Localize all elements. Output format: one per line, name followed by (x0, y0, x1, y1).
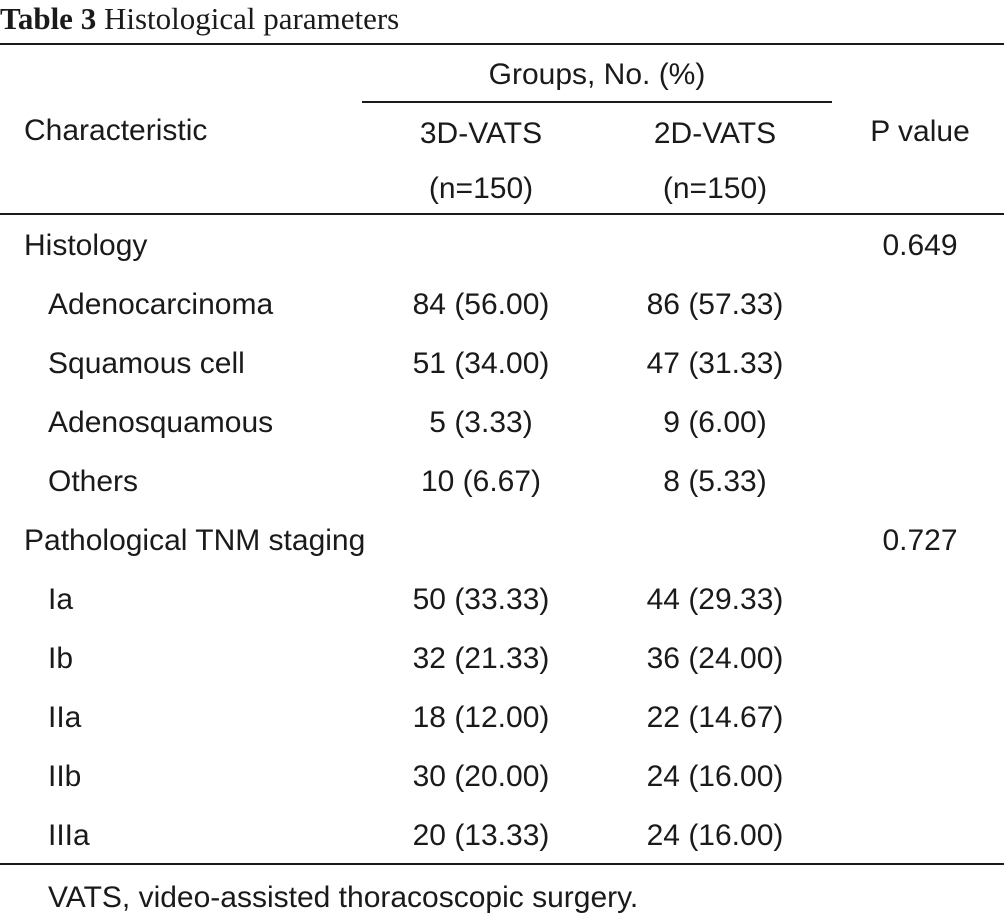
header-2d-n: (n=150) (662, 172, 768, 205)
header-groups: Groups, No. (%) (488, 58, 706, 91)
row-label: Adenosquamous (48, 406, 274, 439)
section-title: Pathological TNM staging (24, 524, 366, 557)
row-value-2d-vats: 36 (24.00) (646, 642, 784, 675)
row-value-3d-vats: 84 (56.00) (412, 288, 550, 321)
section-p-value: 0.649 (882, 229, 958, 262)
row-value-3d-vats: 10 (6.67) (420, 465, 542, 498)
groups-underline (362, 101, 832, 103)
row-value-3d-vats: 51 (34.00) (412, 347, 550, 380)
header-p-value: P value (870, 115, 970, 148)
row-value-2d-vats: 44 (29.33) (646, 583, 784, 616)
row-label: IIb (48, 760, 82, 793)
row-value-2d-vats: 9 (6.00) (663, 406, 767, 439)
row-value-3d-vats: 50 (33.33) (412, 583, 550, 616)
header-2d-vats: 2D-VATS (653, 117, 777, 150)
table-caption: Table 3 Histological parameters (0, 2, 399, 36)
row-value-3d-vats: 32 (21.33) (412, 642, 550, 675)
row-value-2d-vats: 24 (16.00) (646, 760, 784, 793)
bottom-rule (0, 863, 1004, 865)
table-footnote: VATS, video-assisted thoracoscopic surge… (48, 881, 639, 914)
section-title: Histology (24, 229, 148, 262)
row-label: Others (48, 465, 139, 498)
row-value-2d-vats: 47 (31.33) (646, 347, 784, 380)
row-value-2d-vats: 86 (57.33) (646, 288, 784, 321)
header-3d-vats: 3D-VATS (419, 117, 543, 150)
row-value-2d-vats: 22 (14.67) (646, 701, 784, 734)
row-value-3d-vats: 5 (3.33) (429, 406, 533, 439)
header-characteristic: Characteristic (24, 114, 208, 147)
section-p-value: 0.727 (882, 524, 958, 557)
row-value-2d-vats: 8 (5.33) (663, 465, 767, 498)
row-label: Ia (48, 583, 74, 616)
row-label: Ib (48, 642, 74, 675)
table-title: Histological parameters (103, 1, 400, 36)
row-label: IIa (48, 701, 82, 734)
table-number: Table 3 (0, 1, 97, 36)
row-label: Adenocarcinoma (48, 288, 274, 321)
top-rule (0, 43, 1004, 45)
row-value-3d-vats: 20 (13.33) (412, 819, 550, 852)
header-3d-n: (n=150) (428, 172, 534, 205)
row-value-3d-vats: 18 (12.00) (412, 701, 550, 734)
row-label: IIIa (48, 819, 90, 852)
row-label: Squamous cell (48, 347, 245, 380)
row-value-3d-vats: 30 (20.00) (412, 760, 550, 793)
row-value-2d-vats: 24 (16.00) (646, 819, 784, 852)
header-rule (0, 213, 1004, 215)
